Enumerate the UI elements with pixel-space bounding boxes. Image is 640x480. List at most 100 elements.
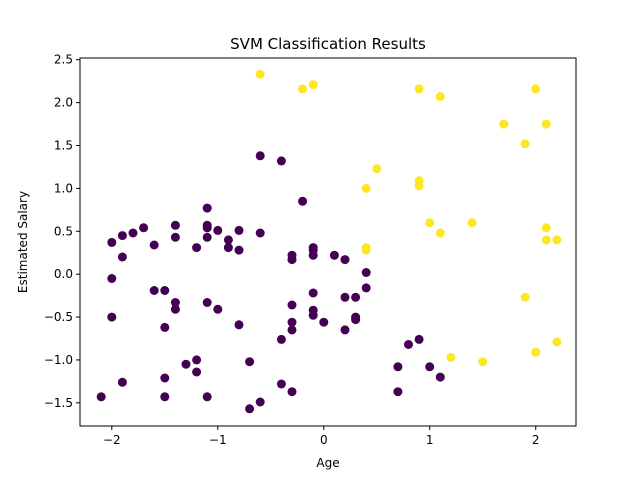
data-point-class-1: [467, 218, 477, 228]
data-point-class-0: [139, 223, 149, 233]
data-point-class-0: [223, 235, 233, 245]
data-point-class-0: [202, 392, 212, 402]
data-point-class-0: [255, 228, 265, 238]
data-point-class-1: [531, 347, 541, 357]
data-point-class-1: [520, 292, 530, 302]
y-tick-label: −0.5: [44, 310, 73, 324]
data-point-class-0: [117, 377, 127, 387]
data-point-class-0: [202, 298, 212, 307]
data-point-class-0: [234, 245, 244, 255]
data-point-class-1: [499, 119, 509, 129]
data-point-class-0: [255, 397, 265, 407]
data-point-class-0: [213, 304, 223, 314]
data-point-class-1: [308, 80, 318, 90]
data-point-class-0: [223, 243, 233, 253]
data-point-class-0: [234, 320, 244, 330]
y-tick-label: −1.0: [44, 353, 73, 367]
data-point-class-1: [531, 84, 541, 94]
data-point-class-1: [541, 223, 551, 233]
data-point-class-1: [298, 84, 308, 94]
data-point-class-0: [170, 232, 180, 242]
data-point-class-0: [351, 315, 361, 325]
data-point-class-0: [393, 387, 403, 397]
data-point-class-0: [192, 367, 202, 377]
data-point-class-0: [287, 317, 297, 327]
data-point-class-0: [329, 250, 339, 260]
data-point-class-0: [308, 250, 318, 260]
data-point-class-0: [213, 225, 223, 235]
data-point-class-0: [202, 223, 212, 233]
data-point-class-0: [96, 392, 106, 402]
y-tick-label: 1.5: [54, 138, 73, 152]
y-tick-label: 2.5: [54, 53, 73, 67]
data-point-class-1: [414, 84, 424, 94]
data-point-class-1: [414, 181, 424, 191]
data-point-class-0: [308, 310, 318, 320]
data-point-class-0: [361, 268, 371, 277]
data-point-class-0: [149, 240, 159, 250]
data-point-class-0: [287, 300, 297, 310]
data-point-class-0: [287, 325, 297, 335]
data-point-class-0: [170, 304, 180, 314]
data-point-class-0: [128, 228, 138, 238]
data-point-class-0: [107, 237, 117, 247]
data-point-class-0: [319, 317, 329, 327]
data-point-class-0: [404, 340, 413, 349]
data-point-class-0: [192, 355, 202, 365]
data-point-class-0: [287, 387, 297, 397]
data-point-class-0: [245, 357, 255, 367]
y-ticks: −1.5 −1.0 −0.5 0.0 0.5 1.0 1.5 2.0 2.5: [44, 53, 80, 410]
data-point-class-0: [276, 156, 286, 166]
data-point-class-1: [552, 337, 562, 347]
data-point-class-0: [340, 292, 350, 302]
data-point-class-0: [202, 232, 212, 242]
data-point-class-1: [435, 92, 445, 102]
data-point-class-0: [160, 392, 170, 402]
data-point-class-0: [181, 359, 191, 369]
data-point-class-0: [202, 203, 212, 213]
data-point-class-0: [308, 288, 318, 298]
data-point-class-0: [276, 379, 286, 389]
data-point-class-0: [414, 334, 424, 344]
data-point-class-0: [160, 322, 170, 332]
data-point-class-0: [160, 286, 170, 295]
x-tick-label: −1: [209, 433, 227, 447]
x-tick-label: 2: [532, 433, 540, 447]
data-point-class-0: [107, 312, 117, 322]
y-tick-label: 1.0: [54, 181, 73, 195]
data-point-class-0: [340, 255, 350, 265]
data-point-class-1: [435, 228, 445, 238]
y-tick-label: 0.0: [54, 267, 73, 281]
data-point-class-0: [351, 292, 361, 302]
data-point-class-0: [435, 372, 445, 382]
data-point-class-0: [393, 362, 403, 372]
x-ticks: −2 −1 0 1 2: [103, 426, 540, 447]
data-point-class-1: [520, 139, 530, 149]
data-point-class-0: [245, 404, 255, 414]
data-point-class-1: [478, 357, 488, 367]
data-point-class-1: [255, 69, 265, 79]
data-point-class-1: [361, 183, 371, 193]
data-point-class-0: [340, 325, 350, 335]
data-point-class-0: [170, 220, 180, 230]
x-tick-label: −2: [103, 433, 121, 447]
data-point-class-1: [372, 164, 382, 174]
data-point-class-0: [425, 362, 435, 372]
data-point-class-0: [255, 151, 265, 161]
y-tick-label: 2.0: [54, 96, 73, 110]
data-point-class-0: [160, 373, 170, 383]
data-point-class-0: [192, 243, 202, 253]
x-axis-label: Age: [316, 456, 339, 470]
data-point-class-1: [552, 235, 562, 245]
data-point-class-0: [149, 286, 159, 295]
data-point-class-1: [541, 235, 551, 245]
y-axis-label: Estimated Salary: [16, 191, 30, 293]
data-point-class-1: [541, 119, 551, 129]
points-layer: [96, 69, 562, 414]
y-tick-label: 0.5: [54, 224, 73, 238]
data-point-class-1: [446, 352, 456, 362]
y-tick-label: −1.5: [44, 396, 73, 410]
data-point-class-0: [117, 252, 127, 262]
data-point-class-0: [234, 225, 244, 235]
